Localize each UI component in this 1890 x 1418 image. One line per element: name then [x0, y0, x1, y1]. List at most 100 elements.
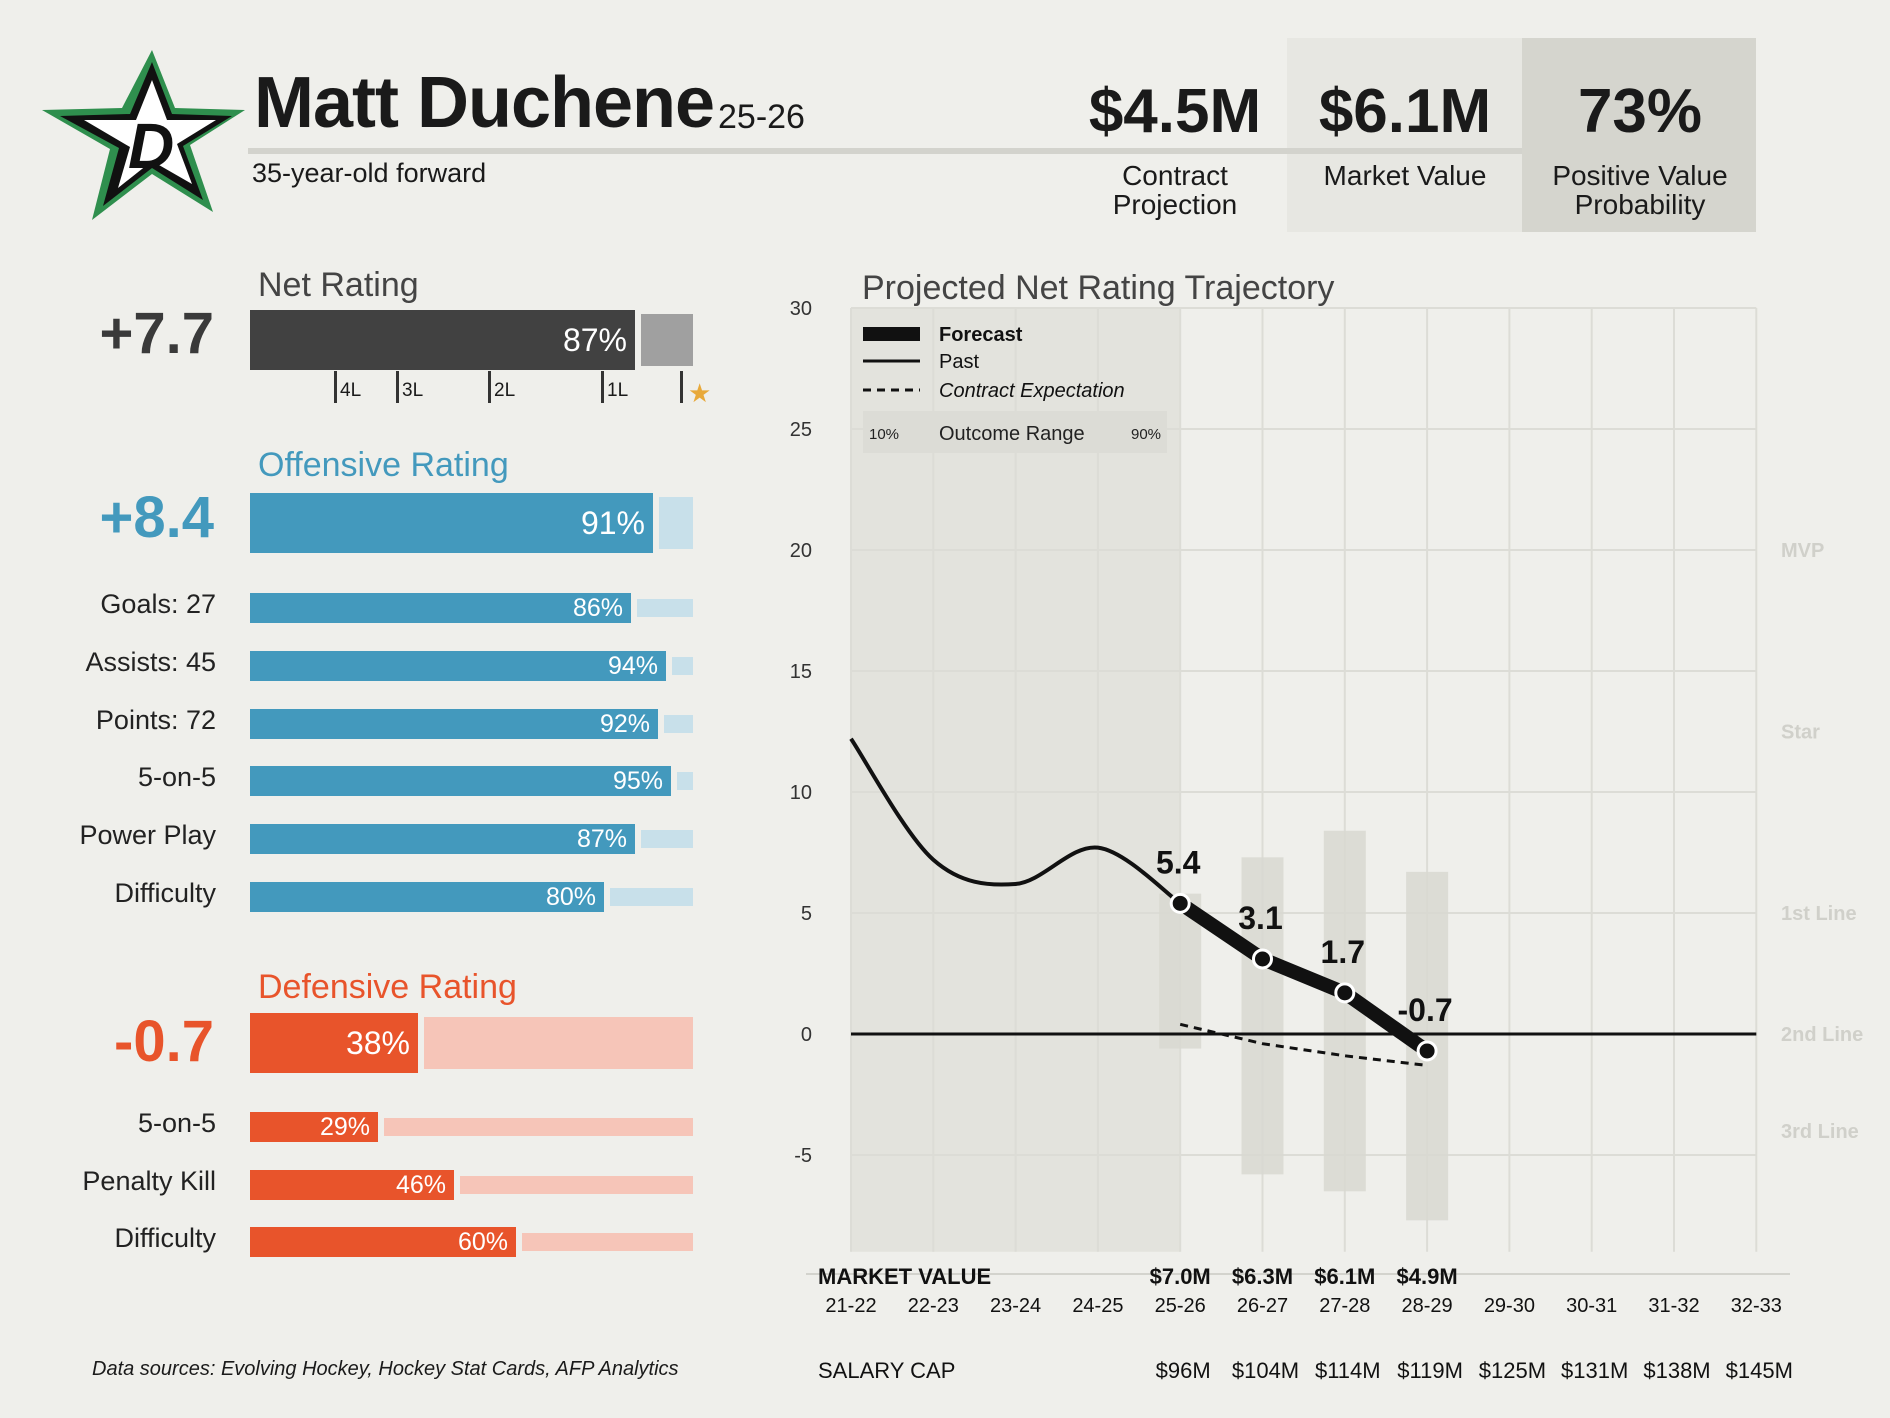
offense-row-label: Points: 72 [95, 705, 216, 735]
offensive-rating-bar-range [659, 497, 693, 549]
offensive-rating-bar-fill: 91% [250, 493, 653, 553]
offense-row-0-bar-range [637, 599, 693, 617]
forecast-point [1252, 948, 1273, 970]
tier-label: 2nd Line [1781, 1024, 1863, 1046]
probability-label-line2: Probability [1574, 189, 1706, 220]
salary-cap-cell: $114M [1315, 1358, 1381, 1383]
y-tick-label: 5 [801, 903, 812, 925]
salary-cap-cell: $138M [1643, 1358, 1710, 1383]
salary-cap-cell: $125M [1479, 1358, 1546, 1383]
net-tick-label-3l: 3L [402, 380, 424, 401]
y-tick-label: 30 [790, 298, 812, 320]
season-label: 25-26 [718, 98, 805, 136]
market-value-label: Market Value [1323, 160, 1487, 191]
defense-row-1-bar-fill: 46% [250, 1170, 454, 1200]
salary-cap-cell: $145M [1726, 1358, 1793, 1383]
market-value-heading: MARKET VALUE [818, 1264, 991, 1289]
positive-value-probability-value: 73% [1577, 77, 1703, 146]
x-tick-label: 28-29 [1402, 1295, 1453, 1317]
data-sources-footnote: Data sources: Evolving Hockey, Hockey St… [92, 1358, 679, 1380]
offense-row-2-bar-range [664, 715, 693, 733]
offense-row-label: Assists: 45 [85, 647, 216, 677]
tier-label: 1st Line [1781, 903, 1857, 925]
offense-row-label: Power Play [79, 820, 216, 850]
offense-row-3-bar-fill: 95% [250, 766, 671, 796]
defense-row-label: Difficulty [114, 1223, 216, 1253]
net-rating-title: Net Rating [258, 266, 419, 304]
defensive-rating-bar-range [424, 1017, 693, 1069]
offense-row-4-bar-range [641, 830, 693, 848]
chart-title: Projected Net Rating Trajectory [862, 269, 1334, 307]
x-tick-label: 21-22 [825, 1295, 876, 1317]
net-tick-label-2l: 2L [494, 380, 516, 401]
net-tick-label-1l: 1L [607, 380, 629, 401]
contract-projection-label: Contract Projection [1070, 161, 1280, 219]
y-tick-label: 10 [790, 782, 812, 804]
net-tick-mark [396, 371, 399, 403]
legend-past-label: Past [939, 351, 979, 373]
header-rule [248, 148, 1528, 154]
offense-row-0-bar-fill: 86% [250, 593, 631, 623]
x-tick-label: 30-31 [1566, 1295, 1617, 1317]
x-tick-label: 27-28 [1319, 1295, 1370, 1317]
legend-range-low: 10% [869, 426, 899, 443]
forecast-data-label: 5.4 [1156, 844, 1201, 880]
y-tick-label: 25 [790, 419, 812, 441]
salary-cap-cell: $131M [1561, 1358, 1628, 1383]
contract-projection-label-line1: Contract [1122, 160, 1228, 191]
offense-row-1-bar-fill: 94% [250, 651, 666, 681]
defense-row-label: 5-on-5 [137, 1108, 216, 1138]
x-tick-label: 25-26 [1155, 1295, 1206, 1317]
legend-range-high: 90% [1131, 426, 1161, 443]
logo-letter: D [128, 110, 174, 182]
chart-layer: 30 25 20 15 10 5 0 -5 5.4 3.1 1.7 -0.7 MVP Star 1st Li… [790, 298, 1863, 1383]
forecast-data-label: 3.1 [1238, 900, 1282, 936]
market-value-cell: $7.0M [1150, 1264, 1211, 1289]
net-rating-bar-range [641, 314, 693, 366]
offense-row-1-bar-range [672, 657, 693, 675]
offense-row-label: 5-on-5 [137, 762, 216, 792]
legend-range-label: Outcome Range [939, 423, 1085, 445]
forecast-series-line [1176, 897, 1432, 1057]
market-value-cell: $6.1M [1314, 1264, 1375, 1289]
legend-range-swatch [863, 411, 1167, 453]
logo-star-mid [84, 80, 216, 188]
x-tick-label: 26-27 [1237, 1295, 1288, 1317]
offensive-rating-value: +8.4 [99, 485, 215, 550]
defense-row-2-bar-range [522, 1233, 693, 1251]
defensive-rating-bar-fill: 38% [250, 1013, 418, 1073]
player-subtitle: 35-year-old forward [252, 158, 487, 188]
forecast-data-label: -0.7 [1398, 992, 1453, 1028]
x-tick-label: 29-30 [1484, 1295, 1535, 1317]
forecast-point [1334, 982, 1356, 1004]
tier-label: MVP [1781, 540, 1824, 562]
player-name: Matt Duchene [254, 63, 715, 143]
legend-contract-label: Contract Expectation [939, 380, 1125, 402]
legend-forecast-label: Forecast [939, 324, 1023, 346]
net-tick-mark [680, 371, 683, 403]
legend-forecast-swatch [863, 327, 920, 341]
x-tick-label: 32-33 [1731, 1295, 1782, 1317]
x-tick-label: 31-32 [1648, 1295, 1699, 1317]
forecast-data-label: 1.7 [1321, 934, 1365, 970]
net-rating-value: +7.7 [99, 301, 215, 366]
y-tick-label: 0 [801, 1024, 812, 1046]
offense-row-2-bar-fill: 92% [250, 709, 658, 739]
positive-value-probability-label: Positive Value Probability [1525, 161, 1755, 219]
x-tick-label: 22-23 [908, 1295, 959, 1317]
defense-row-2-bar-fill: 60% [250, 1227, 516, 1257]
header-metric-shade [1287, 38, 1529, 232]
probability-box [1522, 38, 1756, 232]
contract-projection-label-line2: Projection [1112, 189, 1238, 220]
market-value-value: $6.1M [1318, 77, 1492, 146]
star-icon: ★ [688, 378, 712, 408]
past-series-line [849, 737, 1182, 905]
defense-row-0-bar-fill: 29% [250, 1112, 378, 1142]
defensive-rating-value: -0.7 [114, 1009, 214, 1074]
x-tick-label: 23-24 [990, 1295, 1041, 1317]
offense-row-4-bar-fill: 87% [250, 824, 635, 854]
defensive-rating-title: Defensive Rating [258, 968, 517, 1006]
forecast-point [1169, 892, 1191, 914]
contract-projection-value: $4.5M [1088, 77, 1262, 146]
